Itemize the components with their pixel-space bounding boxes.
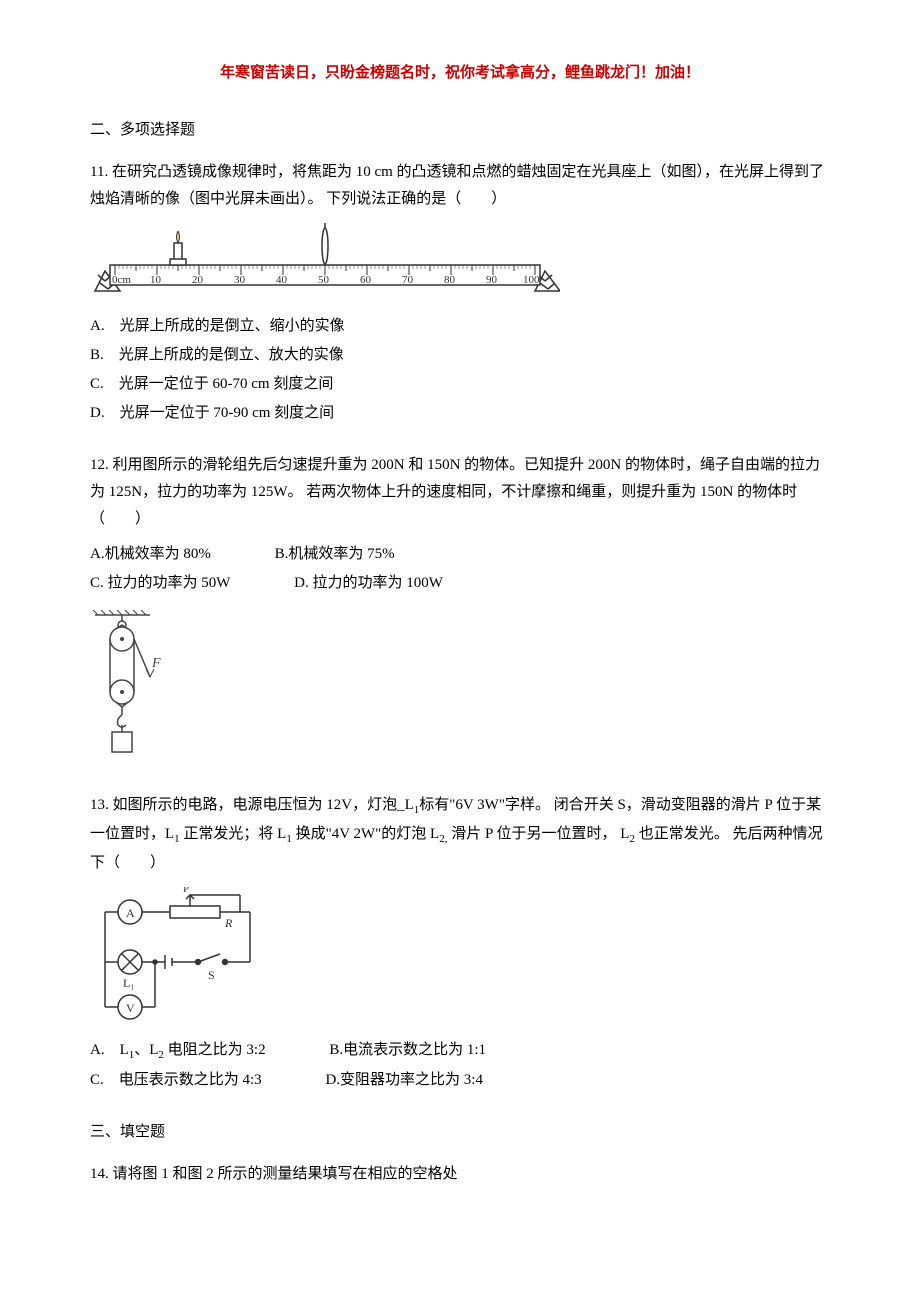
q12-option-c: C. 拉力的功率为 50W — [90, 570, 230, 597]
q11-option-c: C. 光屏一定位于 60-70 cm 刻度之间 — [90, 371, 830, 398]
question-13: 13. 如图所示的电路，电源电压恒为 12V，灯泡_L1标有"6V 3W"字样。… — [90, 792, 830, 1094]
svg-text:F: F — [151, 656, 161, 671]
optical-bench-diagram: 0cm 10 20 30 40 50 60 70 80 90 100 — [90, 223, 830, 303]
svg-text:P: P — [183, 887, 189, 895]
q14-body: 请将图 1 和图 2 所示的测量结果填写在相应的空格处 — [113, 1166, 458, 1182]
svg-text:60: 60 — [360, 274, 372, 286]
svg-text:0cm: 0cm — [112, 274, 131, 286]
svg-text:A: A — [126, 906, 135, 920]
q13-number: 13. — [90, 797, 109, 813]
q11-number: 11. — [90, 164, 108, 180]
question-12: 12. 利用图所示的滑轮组先后匀速提升重为 200N 和 150N 的物体。已知… — [90, 452, 830, 767]
svg-text:L₁: L₁ — [123, 976, 135, 990]
q11-option-a: A. 光屏上所成的是倒立、缩小的实像 — [90, 313, 830, 340]
q12-option-a: A.机械效率为 80% — [90, 541, 211, 568]
svg-text:R: R — [224, 916, 233, 930]
section-2-title: 二、多项选择题 — [90, 117, 830, 144]
svg-text:40: 40 — [276, 274, 288, 286]
pulley-diagram: F — [90, 607, 830, 767]
question-14: 14. 请将图 1 和图 2 所示的测量结果填写在相应的空格处 — [90, 1161, 830, 1188]
svg-text:20: 20 — [192, 274, 204, 286]
svg-text:80: 80 — [444, 274, 456, 286]
q11-body: 在研究凸透镜成像规律时，将焦距为 10 cm 的凸透镜和点燃的蜡烛固定在光具座上… — [90, 164, 824, 207]
question-11-text: 11. 在研究凸透镜成像规律时，将焦距为 10 cm 的凸透镜和点燃的蜡烛固定在… — [90, 159, 830, 213]
q12-number: 12. — [90, 457, 109, 473]
ruler-svg: 0cm 10 20 30 40 50 60 70 80 90 100 — [90, 223, 560, 303]
lens-icon — [322, 223, 328, 265]
svg-text:90: 90 — [486, 274, 498, 286]
svg-text:100: 100 — [523, 274, 540, 286]
candle-icon — [170, 231, 186, 265]
question-12-text: 12. 利用图所示的滑轮组先后匀速提升重为 200N 和 150N 的物体。已知… — [90, 452, 830, 533]
q11-option-d: D. 光屏一定位于 70-90 cm 刻度之间 — [90, 400, 830, 427]
svg-text:S: S — [208, 968, 215, 982]
svg-text:V: V — [126, 1001, 135, 1015]
question-13-text: 13. 如图所示的电路，电源电压恒为 12V，灯泡_L1标有"6V 3W"字样。… — [90, 792, 830, 877]
question-14-text: 14. 请将图 1 和图 2 所示的测量结果填写在相应的空格处 — [90, 1161, 830, 1188]
pulley-svg: F — [90, 607, 180, 767]
svg-text:50: 50 — [318, 274, 330, 286]
q11-option-b: B. 光屏上所成的是倒立、放大的实像 — [90, 342, 830, 369]
q12-option-b: B.机械效率为 75% — [275, 541, 395, 568]
svg-text:30: 30 — [234, 274, 246, 286]
q13-body: 如图所示的电路，电源电压恒为 12V，灯泡_L1标有"6V 3W"字样。 闭合开… — [90, 797, 822, 871]
section-3-title: 三、填空题 — [90, 1119, 830, 1146]
q13-option-c: C. 电压表示数之比为 4:3 — [90, 1067, 262, 1094]
circuit-diagram: A V L₁ S R P — [90, 887, 830, 1027]
question-11: 11. 在研究凸透镜成像规律时，将焦距为 10 cm 的凸透镜和点燃的蜡烛固定在… — [90, 159, 830, 427]
svg-text:10: 10 — [150, 274, 162, 286]
q13-options: A. L1、L2 电阻之比为 3:2 B.电流表示数之比为 1:1 C. 电压表… — [90, 1037, 830, 1095]
q12-option-d: D. 拉力的功率为 100W — [294, 570, 443, 597]
q12-body: 利用图所示的滑轮组先后匀速提升重为 200N 和 150N 的物体。已知提升 2… — [90, 457, 820, 527]
q13-option-b: B.电流表示数之比为 1:1 — [329, 1037, 486, 1064]
q11-options: A. 光屏上所成的是倒立、缩小的实像 B. 光屏上所成的是倒立、放大的实像 C.… — [90, 313, 830, 427]
svg-text:70: 70 — [402, 274, 414, 286]
circuit-svg: A V L₁ S R P — [90, 887, 270, 1027]
q14-number: 14. — [90, 1166, 109, 1182]
q13-option-a: A. L1、L2 电阻之比为 3:2 — [90, 1037, 266, 1066]
page-header-blessing: 年寒窗苦读日，只盼金榜题名时，祝你考试拿高分，鲤鱼跳龙门！加油！ — [90, 60, 830, 87]
q12-options: A.机械效率为 80% B.机械效率为 75% C. 拉力的功率为 50W D.… — [90, 541, 830, 597]
q13-option-d: D.变阻器功率之比为 3:4 — [325, 1067, 483, 1094]
